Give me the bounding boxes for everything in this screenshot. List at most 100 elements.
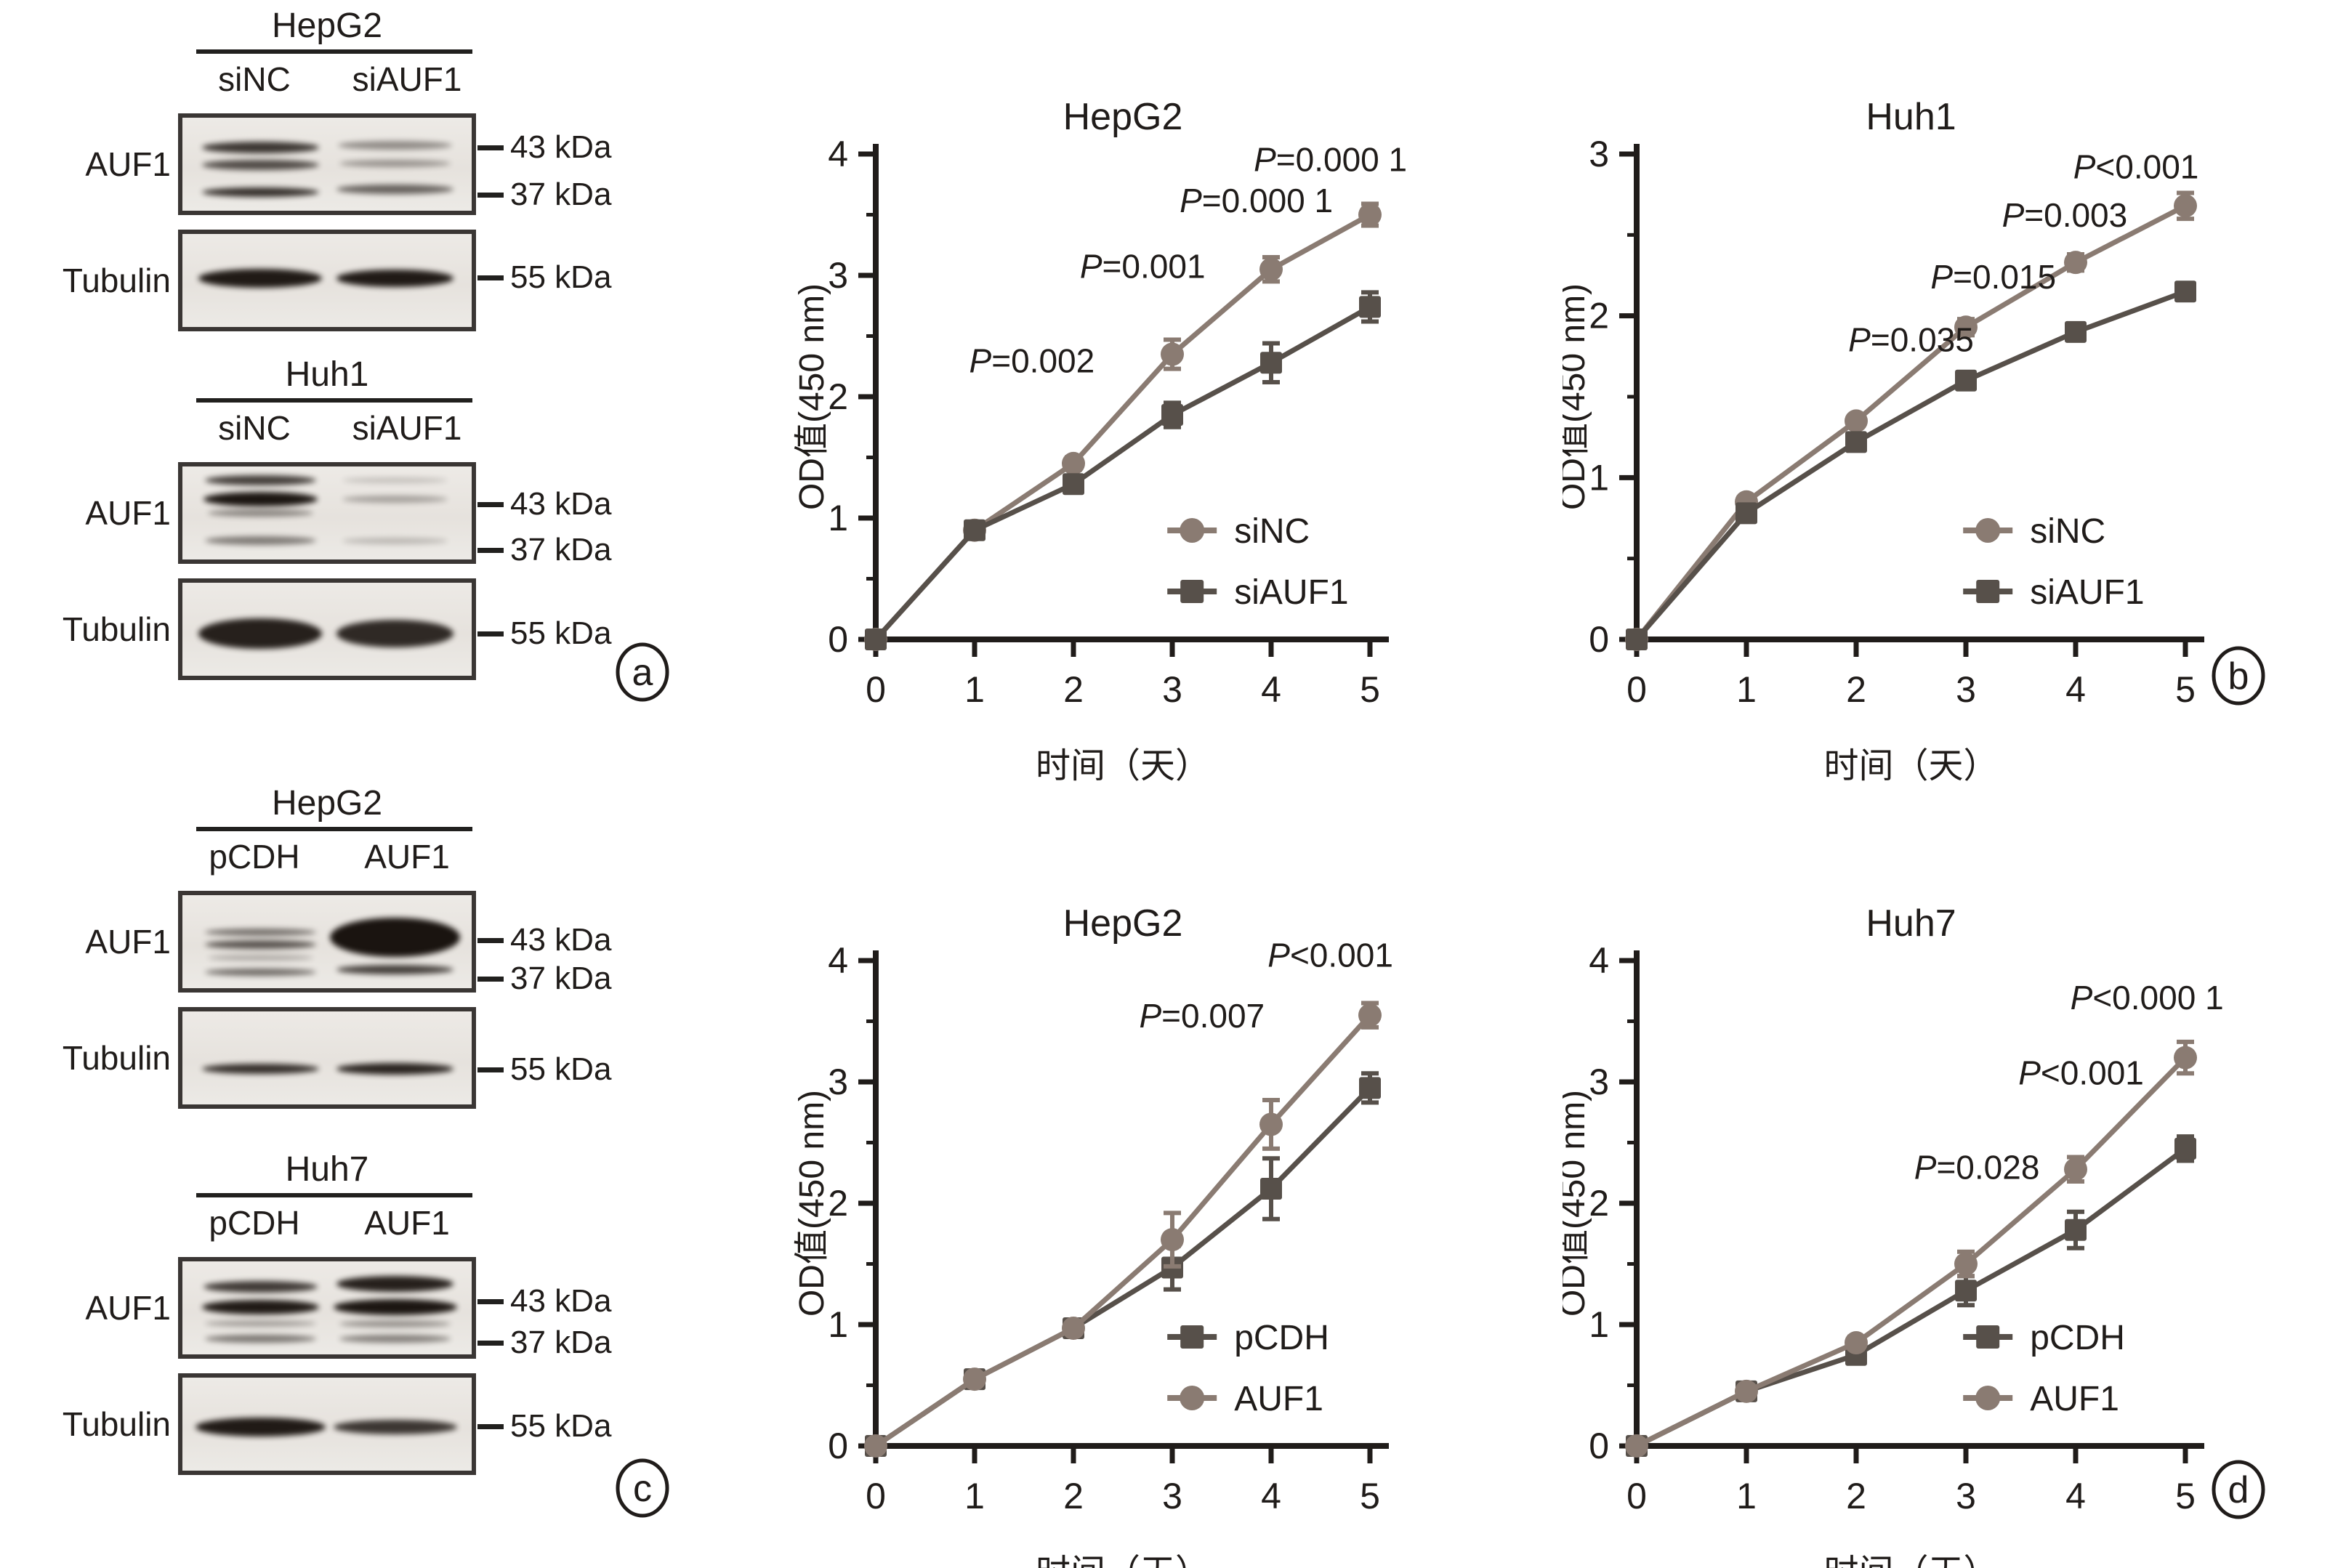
wb-group-c-hepg2: HepG2 pCDH AUF1 AUF1 43 kDa 37 kDa Tubulin 55 k… bbox=[0, 783, 712, 1132]
y-axis-label: OD值(450 nm) bbox=[1563, 283, 1592, 510]
series-siAUF1 bbox=[865, 290, 1381, 650]
x-tick-label: 1 bbox=[964, 1476, 985, 1516]
x-axis-label: 时间（天） bbox=[1823, 1553, 1998, 1568]
cell-line-label: Huh7 bbox=[285, 1150, 369, 1189]
y-axis-label: OD值(450 nm) bbox=[793, 283, 831, 510]
y-axis-label: OD值(450 nm) bbox=[1563, 1090, 1592, 1317]
p-value-annotation: P<0.001 bbox=[2073, 147, 2199, 185]
legend-label: siAUF1 bbox=[1234, 573, 1348, 612]
mw-tick bbox=[477, 937, 504, 943]
data-point-circle bbox=[1625, 1434, 1648, 1458]
mw-label: 55 kDa bbox=[510, 1408, 612, 1444]
chart-title: Huh1 bbox=[1866, 96, 1956, 138]
blot-image-auf1 bbox=[178, 891, 476, 993]
x-tick-label: 3 bbox=[1956, 1476, 1976, 1516]
p-value-annotation: P=0.000 1 bbox=[1254, 140, 1407, 178]
protein-band bbox=[336, 1063, 454, 1075]
protein-band bbox=[204, 1320, 316, 1327]
y-tick-label: 0 bbox=[1589, 1426, 1609, 1466]
chart-huh1-knockdown: 0 1 2 3 0 1 2 3 4 5 Huh1 时间（天） OD值(450 nm) P=0.035 P=0… bbox=[1563, 96, 2204, 785]
y-tick-label: 1 bbox=[1589, 457, 1609, 498]
protein-label: Tubulin bbox=[62, 610, 171, 648]
protein-band bbox=[201, 1064, 320, 1075]
legend-marker-AUF1 bbox=[1975, 1386, 2001, 1410]
protein-band bbox=[339, 1334, 451, 1343]
x-tick-label: 1 bbox=[964, 669, 985, 710]
x-tick-label: 5 bbox=[2175, 669, 2196, 710]
protein-band bbox=[342, 537, 448, 544]
legend-item-pCDH: pCDH bbox=[1963, 1319, 2125, 1357]
protein-band bbox=[339, 1320, 451, 1327]
legend-marker-siNC bbox=[1975, 518, 2001, 543]
protein-label: AUF1 bbox=[85, 494, 171, 532]
protein-band bbox=[342, 495, 448, 503]
blot-image-tubulin bbox=[178, 578, 476, 680]
chart-title: HepG2 bbox=[1063, 902, 1183, 945]
y-tick-label: 1 bbox=[828, 498, 848, 538]
blot-image-tubulin bbox=[178, 1007, 476, 1109]
data-point-square bbox=[1161, 404, 1183, 427]
x-tick-label: 5 bbox=[1360, 669, 1380, 710]
mw-tick bbox=[477, 1067, 504, 1072]
mw-tick bbox=[477, 275, 504, 281]
p-value-annotation: P=0.035 bbox=[1848, 321, 1974, 359]
cell-line-label: Huh1 bbox=[285, 355, 369, 394]
series-line-siAUF1 bbox=[1634, 288, 2187, 642]
protein-band bbox=[204, 929, 316, 937]
lane-label-siNC: siNC bbox=[218, 60, 291, 98]
legend-label: AUF1 bbox=[1234, 1380, 1323, 1418]
x-tick-label: 4 bbox=[2065, 669, 2086, 710]
mw-label: 43 kDa bbox=[510, 1282, 612, 1319]
protein-band bbox=[208, 509, 313, 517]
protein-band bbox=[201, 187, 320, 197]
p-value-annotation: P<0.001 bbox=[1267, 936, 1393, 974]
blot-image-auf1 bbox=[178, 462, 476, 564]
series-line-AUF1 bbox=[1635, 1056, 2188, 1449]
mw-tick bbox=[477, 145, 504, 150]
protein-band bbox=[198, 269, 323, 288]
header-rule bbox=[196, 1193, 472, 1197]
header-rule bbox=[196, 49, 472, 54]
x-tick-label: 2 bbox=[1063, 669, 1084, 710]
data-point-square bbox=[2065, 1219, 2087, 1241]
wb-group-a-huh1: Huh1 siNC siAUF1 AUF1 43 kDa 37 kDa Tubulin 55 … bbox=[0, 355, 712, 703]
data-point-square bbox=[865, 629, 887, 650]
data-point-square bbox=[1359, 296, 1381, 318]
protein-band bbox=[342, 477, 448, 484]
protein-band bbox=[201, 160, 320, 171]
lane-label-siNC: siNC bbox=[218, 409, 291, 447]
y-tick-label: 3 bbox=[828, 255, 848, 296]
header-rule bbox=[196, 827, 472, 831]
x-tick-label: 4 bbox=[1261, 669, 1281, 710]
data-point-square bbox=[2174, 1137, 2196, 1160]
protein-band bbox=[336, 185, 454, 195]
protein-band bbox=[336, 1275, 454, 1292]
chart-huh7-overexpression: 0 1 2 3 4 0 1 2 3 4 5 Huh7 时间（天） OD值(450 nm) P=0.028 P<… bbox=[1563, 902, 2224, 1568]
header-rule bbox=[196, 398, 472, 403]
series-AUF1 bbox=[864, 1001, 1382, 1458]
x-axis-label: 时间（天） bbox=[1823, 747, 1998, 785]
y-tick-label: 4 bbox=[828, 940, 848, 981]
mw-tick bbox=[477, 193, 504, 198]
data-point-square bbox=[1260, 352, 1282, 374]
data-point-square bbox=[1260, 1177, 1282, 1200]
protein-band bbox=[336, 270, 454, 288]
y-tick-label: 4 bbox=[828, 134, 848, 174]
blot-image-tubulin bbox=[178, 1373, 476, 1475]
mw-label: 37 kDa bbox=[510, 177, 612, 213]
y-tick-label: 0 bbox=[828, 1426, 848, 1466]
mw-label: 43 kDa bbox=[510, 485, 612, 522]
chart-title: Huh7 bbox=[1866, 902, 1956, 945]
mw-tick bbox=[477, 631, 504, 637]
blot-image-tubulin bbox=[178, 230, 476, 331]
legend-label: siNC bbox=[2030, 512, 2105, 551]
lane-label-AUF1: AUF1 bbox=[364, 838, 450, 876]
y-tick-label: 3 bbox=[1589, 134, 1609, 174]
legend-marker-siAUF1 bbox=[1976, 580, 2000, 603]
x-tick-label: 0 bbox=[866, 669, 886, 710]
data-point-square bbox=[1063, 473, 1084, 496]
p-value-annotation: P=0.007 bbox=[1139, 997, 1265, 1035]
data-point-square bbox=[2065, 320, 2087, 343]
data-point-circle bbox=[1954, 1252, 1978, 1276]
